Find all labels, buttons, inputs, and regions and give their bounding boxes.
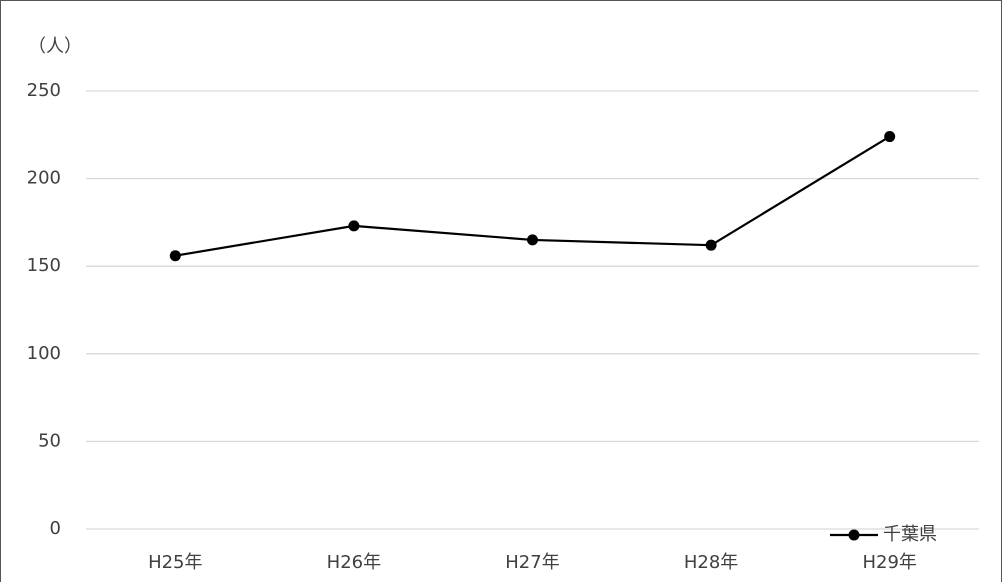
legend-marker xyxy=(848,529,860,541)
y-tick-label: 100 xyxy=(27,343,61,364)
y-tick-label: 250 xyxy=(27,80,61,101)
data-point xyxy=(884,131,896,143)
y-tick-label: 150 xyxy=(27,255,61,276)
data-point xyxy=(169,250,181,262)
x-tick-label: H28年 xyxy=(684,552,738,573)
data-point xyxy=(527,234,538,246)
y-tick-label: 50 xyxy=(38,430,61,451)
x-tick-label: H25年 xyxy=(148,552,202,573)
data-point xyxy=(705,239,717,251)
y-tick-label: 200 xyxy=(27,168,61,189)
x-tick-label: H29年 xyxy=(862,552,916,573)
x-tick-label: H27年 xyxy=(505,552,559,573)
y-axis-label: （人） xyxy=(28,36,82,57)
legend-label: 千葉県 xyxy=(883,524,937,545)
y-tick-label: 0 xyxy=(50,518,61,539)
x-tick-label: H26年 xyxy=(327,552,381,573)
data-point xyxy=(348,220,360,232)
